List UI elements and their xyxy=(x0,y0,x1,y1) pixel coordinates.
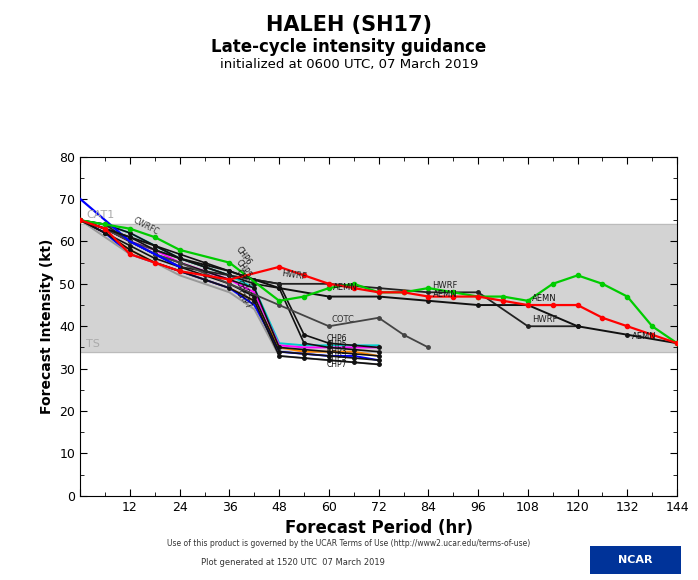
Text: CHP3: CHP3 xyxy=(327,353,348,362)
Text: AEMN: AEMN xyxy=(333,283,357,292)
Text: CWRFC: CWRFC xyxy=(132,216,161,237)
Text: HWRF: HWRF xyxy=(532,315,558,324)
Text: Late-cycle intensity guidance: Late-cycle intensity guidance xyxy=(211,38,487,56)
Text: TS: TS xyxy=(87,339,101,349)
X-axis label: Forecast Period (hr): Forecast Period (hr) xyxy=(285,519,473,537)
FancyBboxPatch shape xyxy=(590,546,681,574)
Text: CHP5: CHP5 xyxy=(327,340,348,350)
Text: Plot generated at 1520 UTC  07 March 2019: Plot generated at 1520 UTC 07 March 2019 xyxy=(201,558,385,567)
Text: AEMN: AEMN xyxy=(632,332,656,341)
Text: CHP3: CHP3 xyxy=(234,279,253,300)
Text: CHP5: CHP5 xyxy=(234,258,253,280)
Text: CHP6: CHP6 xyxy=(327,334,348,343)
Text: AEMN: AEMN xyxy=(532,294,556,303)
Text: COTC: COTC xyxy=(331,315,354,324)
Text: Use of this product is governed by the UCAR Terms of Use (http://www2.ucar.edu/t: Use of this product is governed by the U… xyxy=(168,539,530,548)
Text: CHP3: CHP3 xyxy=(327,347,348,356)
Text: initialized at 0600 UTC, 07 March 2019: initialized at 0600 UTC, 07 March 2019 xyxy=(220,58,478,71)
Text: HWRF: HWRF xyxy=(433,281,458,290)
Text: NCAR: NCAR xyxy=(618,555,653,566)
Text: CHP6: CHP6 xyxy=(234,245,253,267)
Text: CHP7: CHP7 xyxy=(234,289,253,311)
Bar xyxy=(80,224,677,351)
Text: CHP7: CHP7 xyxy=(327,360,348,368)
Text: CAT1: CAT1 xyxy=(87,210,114,220)
Text: CHP3: CHP3 xyxy=(234,268,253,290)
Text: HWRF: HWRF xyxy=(281,269,308,282)
Text: HALEH (SH17): HALEH (SH17) xyxy=(266,14,432,34)
Text: AEMN: AEMN xyxy=(433,289,457,299)
Y-axis label: Forecast Intensity (kt): Forecast Intensity (kt) xyxy=(40,238,54,414)
